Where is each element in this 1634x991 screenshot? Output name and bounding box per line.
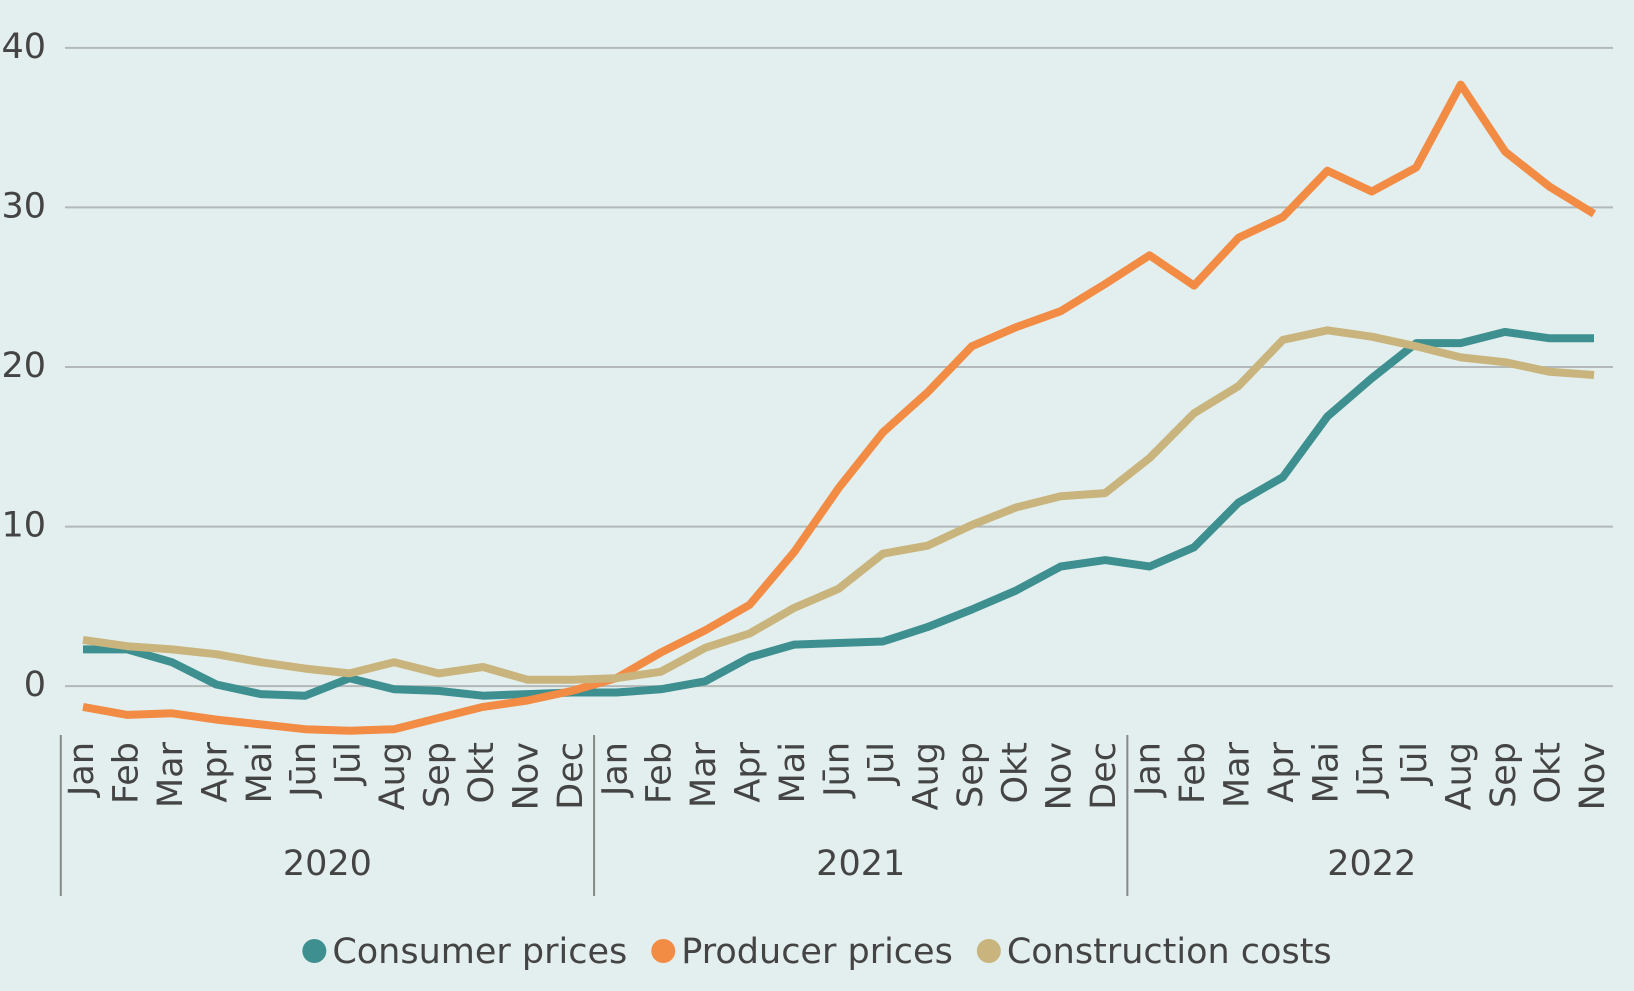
x-tick-label: Apr <box>195 741 235 802</box>
y-tick-label: 20 <box>1 346 46 386</box>
x-tick-label: Aug <box>906 742 946 810</box>
x-tick-label: Nov <box>1040 742 1080 810</box>
x-tick-label: Mar <box>684 741 724 808</box>
x-tick-label: Mar <box>151 741 191 808</box>
x-tick-label: Sep <box>951 742 991 808</box>
series-line <box>82 80 1597 735</box>
x-tick-label: Jūl <box>862 742 902 786</box>
x-tick-label: Sep <box>1484 742 1524 808</box>
legend-marker <box>976 939 1001 963</box>
x-tick-label: Aug <box>1440 742 1480 810</box>
x-tick-label: Jūl <box>1395 742 1435 786</box>
x-tick-label: Mai <box>240 742 280 803</box>
x-tick-label: Okt <box>462 742 502 804</box>
x-tick-label: Jan <box>62 742 102 798</box>
x-tick-label: Okt <box>1529 742 1569 804</box>
x-tick-label: Feb <box>640 742 680 804</box>
x-tick-label: Nov <box>506 742 546 810</box>
x-tick-label: Jūn <box>1351 742 1391 799</box>
x-tick-label: Apr <box>1262 741 1302 802</box>
legend-label: Construction costs <box>1007 932 1332 972</box>
series-line <box>83 327 1594 700</box>
group-label: 2022 <box>1327 844 1416 884</box>
legend-marker <box>302 939 327 963</box>
x-tick-label: Okt <box>995 742 1035 804</box>
legend-label: Producer prices <box>681 932 953 972</box>
legend-label: Consumer prices <box>332 932 627 972</box>
y-tick-label: 0 <box>24 665 46 705</box>
x-tick-label: Feb <box>1173 742 1213 804</box>
x-tick-label: Sep <box>418 742 458 808</box>
x-tick-label: Jan <box>595 742 635 798</box>
y-tick-label: 10 <box>1 506 46 546</box>
y-tick-label: 40 <box>1 27 46 67</box>
group-label: 2020 <box>283 844 372 884</box>
legend-marker <box>651 939 676 963</box>
x-tick-label: Mai <box>1306 742 1346 803</box>
x-tick-label: Nov <box>1573 742 1613 810</box>
x-tick-label: Jūn <box>284 742 324 799</box>
x-tick-label: Mar <box>1217 741 1257 808</box>
x-tick-label: Jan <box>1129 742 1169 798</box>
x-tick-label: Dec <box>1084 742 1124 810</box>
x-tick-label: Feb <box>106 742 146 804</box>
x-tick-label: Jūn <box>818 742 858 799</box>
x-tick-label: Mai <box>773 742 813 803</box>
group-label: 2021 <box>816 844 905 884</box>
x-tick-label: Dec <box>551 742 591 810</box>
x-tick-label: Jūl <box>329 742 369 786</box>
series-line <box>82 326 1595 684</box>
x-tick-label: Aug <box>373 742 413 810</box>
y-tick-label: 30 <box>1 186 46 226</box>
x-tick-label: Apr <box>729 741 769 802</box>
